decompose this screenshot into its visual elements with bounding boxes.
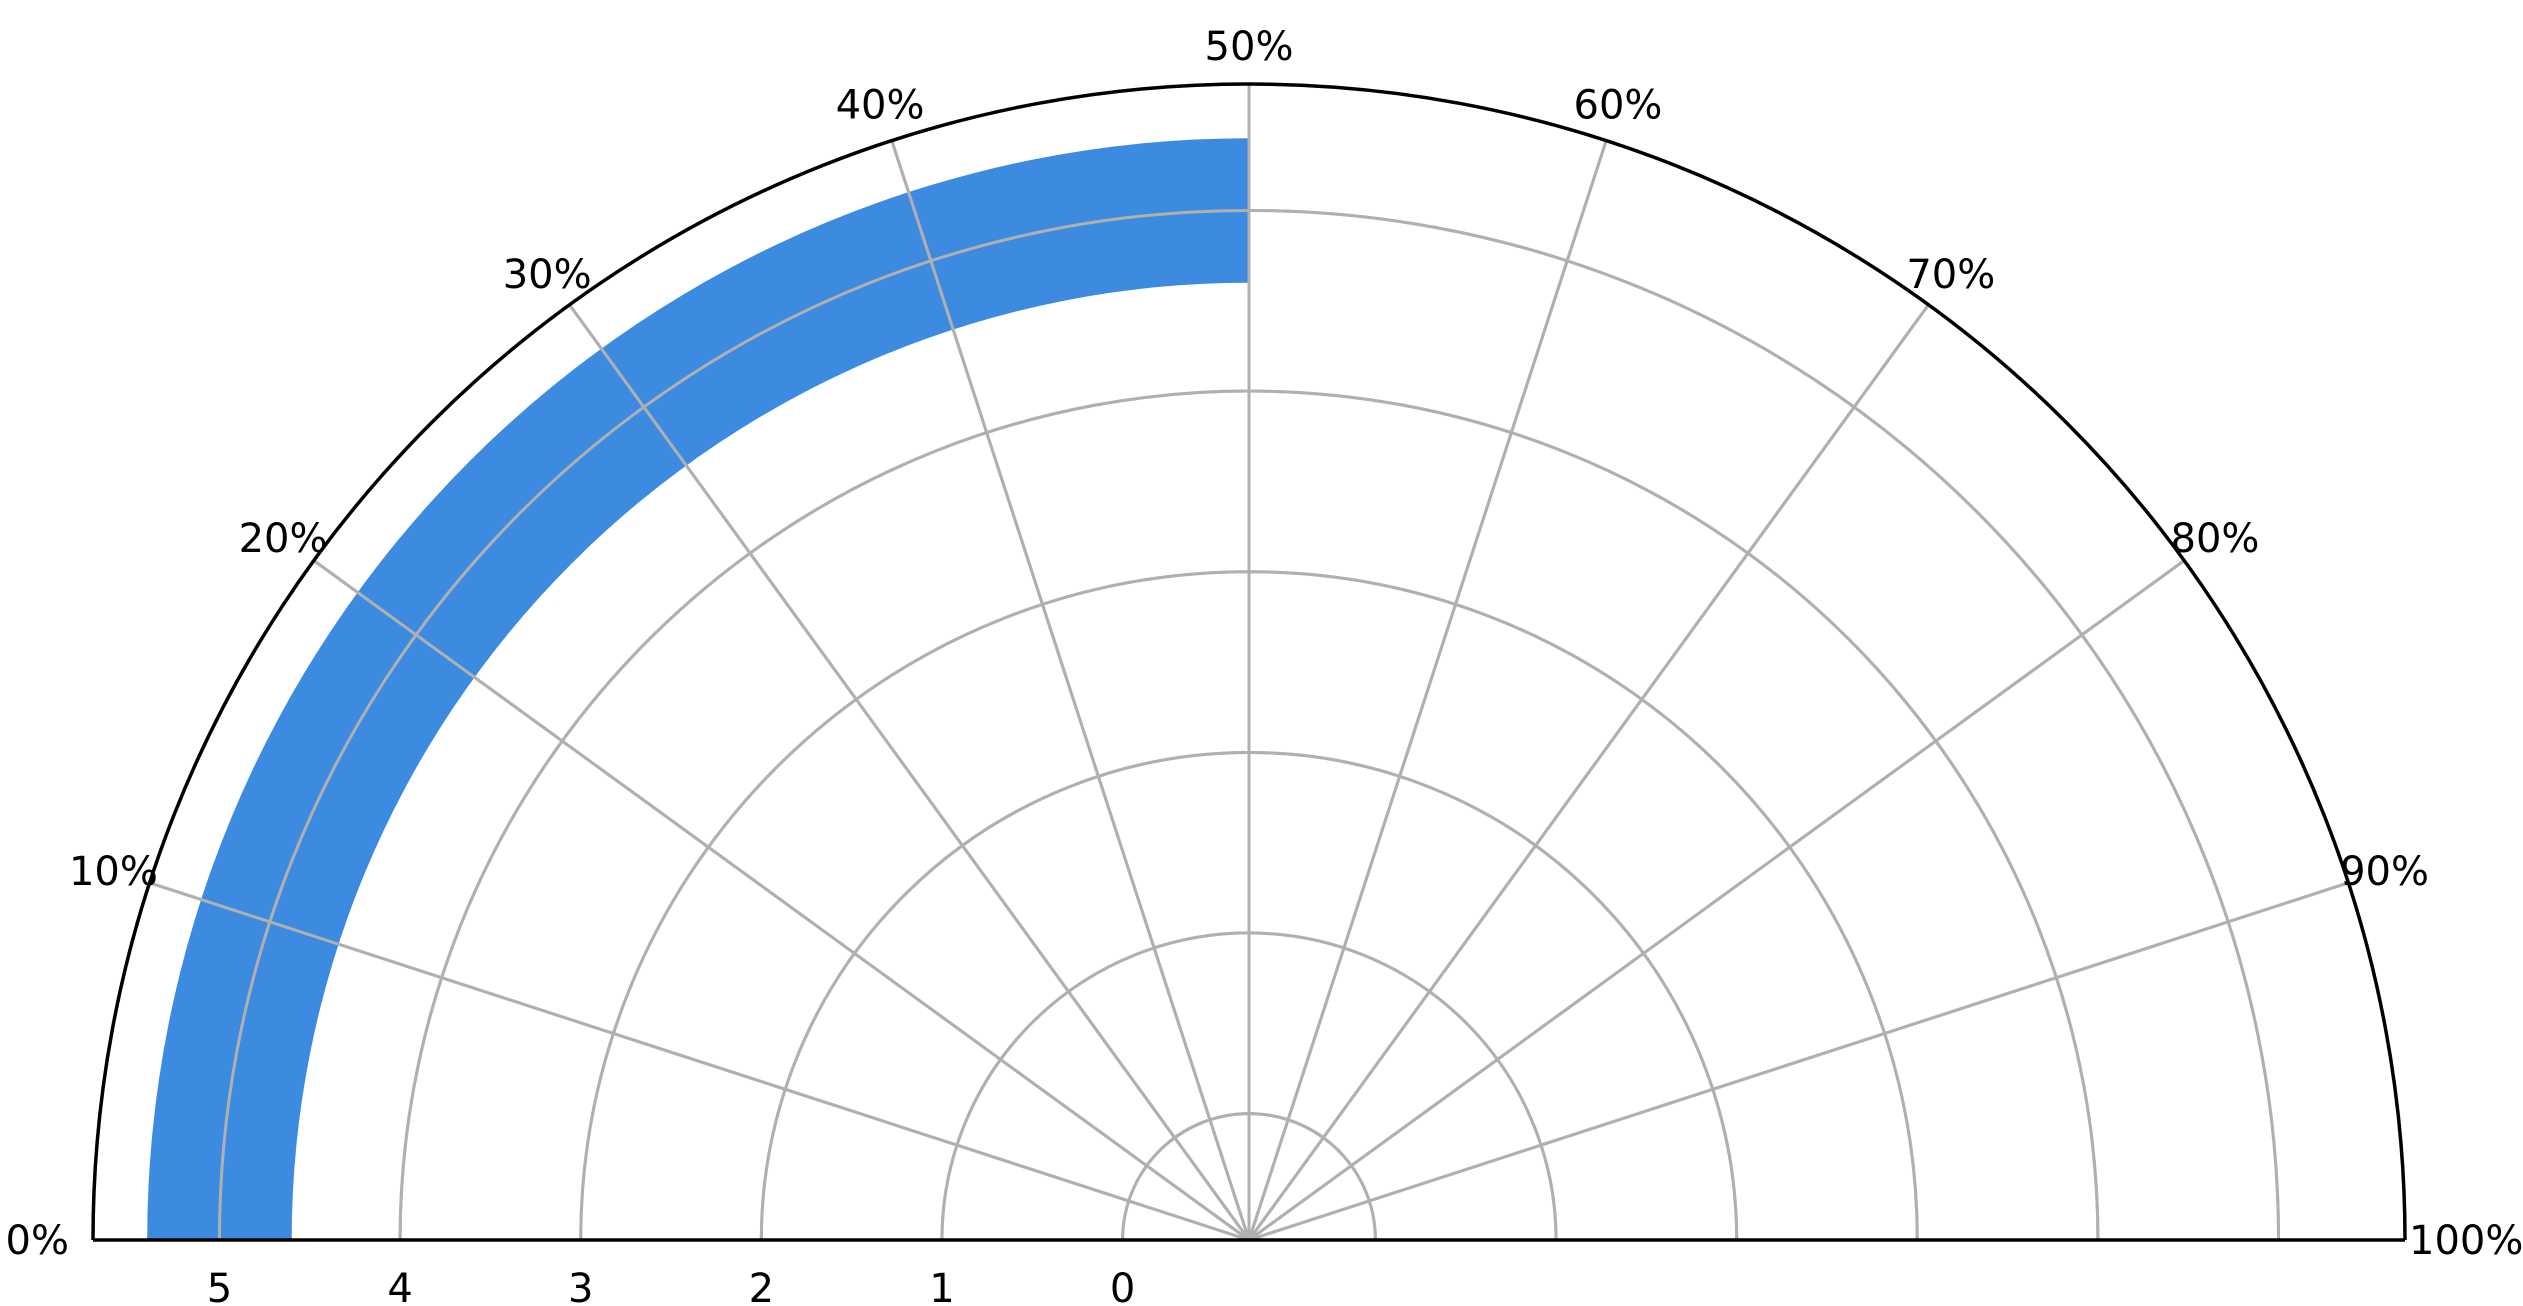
angle-tick-label-80: 80% xyxy=(2171,516,2260,562)
angle-tick-label-30: 30% xyxy=(503,252,592,298)
bar-layer xyxy=(147,138,1249,1240)
angle-tick-label-60: 60% xyxy=(1574,82,1663,128)
angle-tick-label-20: 20% xyxy=(239,516,328,562)
radial-tick-label-2: 2 xyxy=(749,1266,774,1306)
angle-tick-label-50: 50% xyxy=(1205,24,1294,70)
radial-tick-label-3: 3 xyxy=(568,1266,593,1306)
bar-0 xyxy=(147,138,1249,1240)
radial-tick-label-4: 4 xyxy=(387,1266,412,1306)
radial-tick-label-0: 0 xyxy=(1110,1266,1135,1306)
angle-tick-label-0: 0% xyxy=(6,1218,69,1264)
radial-tick-label-1: 1 xyxy=(929,1266,954,1306)
angular-gridline-90-overlay xyxy=(1248,881,2349,1242)
angular-gridline-20-overlay xyxy=(312,559,1250,1242)
angular-gridline-40-overlay xyxy=(890,140,1251,1241)
frame-layer xyxy=(91,82,2407,1242)
angular-gridline-80-overlay xyxy=(1248,559,2186,1242)
overlay-grid-layer xyxy=(149,84,2349,1242)
angular-gridline-30-overlay xyxy=(568,303,1251,1241)
angle-tick-label-10: 10% xyxy=(69,849,158,895)
angular-gridline-60-overlay xyxy=(1247,140,1608,1241)
angle-tick-label-40: 40% xyxy=(836,82,925,128)
radial-tick-label-5: 5 xyxy=(207,1266,232,1306)
label-layer: 0% 10% 20% 30% 40% 50% 60% 70% 80% 90% 100% 0 1 2 3 4 5 xyxy=(6,24,2523,1306)
outer-frame-arc xyxy=(91,82,2407,1241)
angular-gridline-70-overlay xyxy=(1247,303,1930,1241)
angle-tick-label-100: 100% xyxy=(2409,1218,2523,1264)
angle-tick-label-90: 90% xyxy=(2340,849,2429,895)
angle-tick-label-70: 70% xyxy=(1906,252,1995,298)
angular-gridline-10-overlay xyxy=(149,881,1250,1242)
